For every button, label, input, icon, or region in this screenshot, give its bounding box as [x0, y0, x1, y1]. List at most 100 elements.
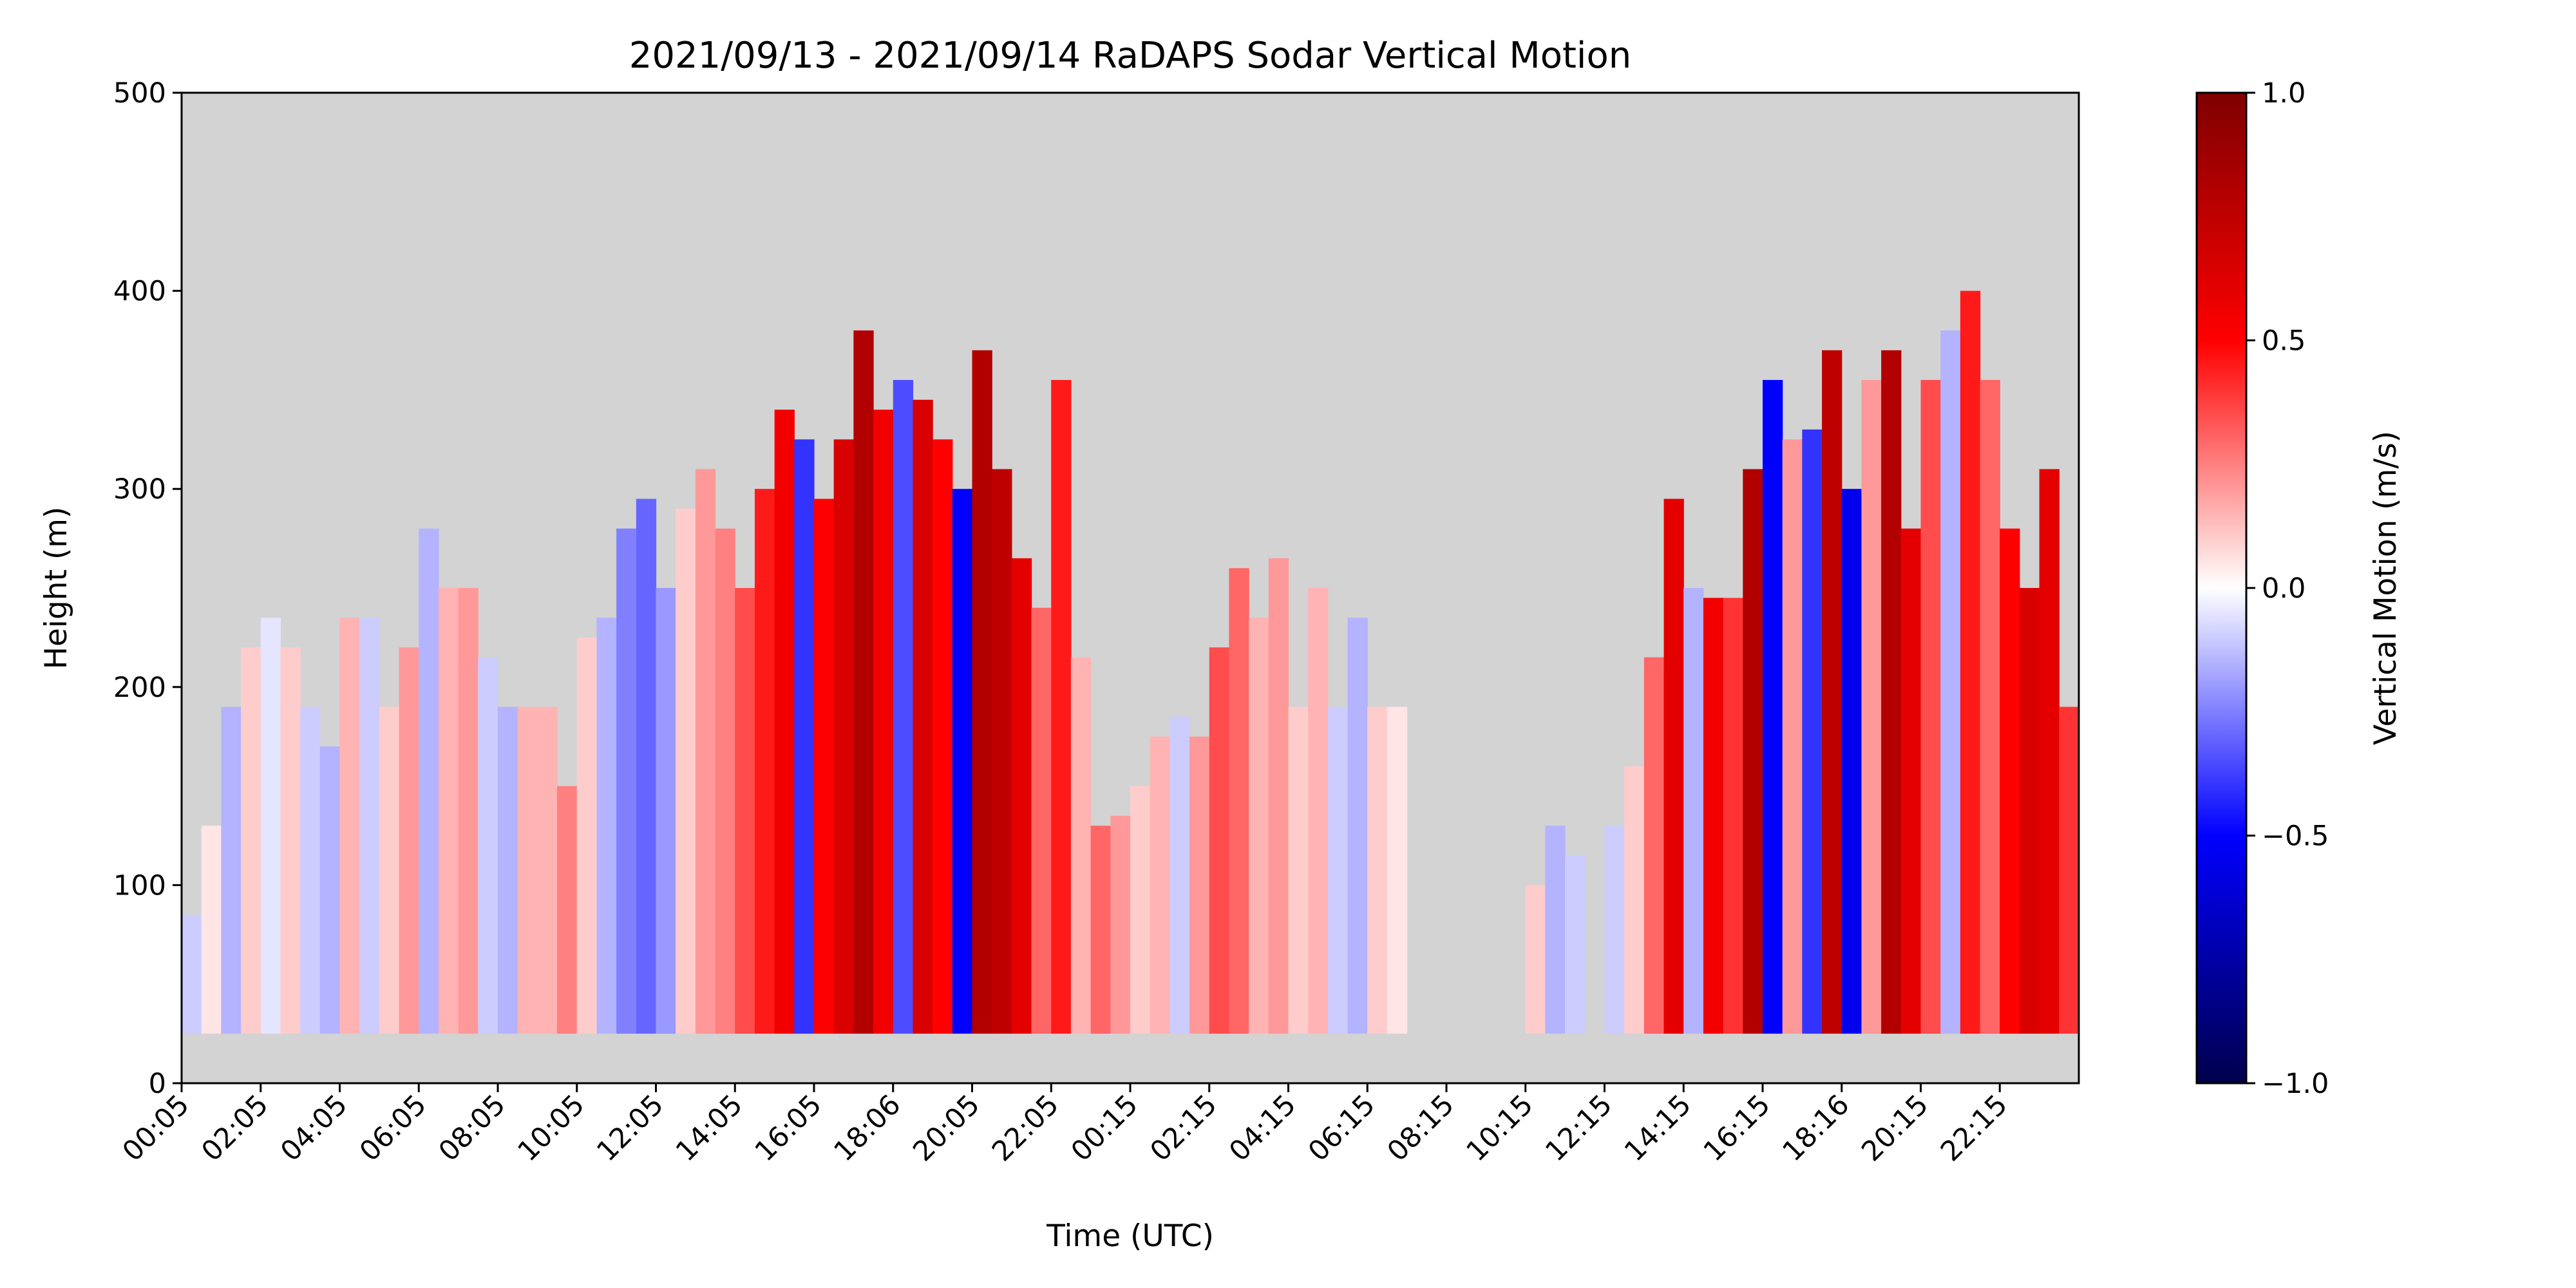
heatmap-cell: [1703, 598, 1724, 1034]
heatmap-cell: [794, 439, 815, 1034]
colorbar-tick-label: −0.5: [2262, 820, 2329, 853]
heatmap-cell: [1940, 330, 1961, 1034]
heatmap-cell: [241, 647, 261, 1034]
heatmap-cell: [754, 489, 775, 1034]
heatmap-cell: [1011, 558, 1032, 1034]
heatmap-cell: [1150, 736, 1170, 1034]
x-tick-label: 22:05: [986, 1088, 1065, 1168]
heatmap-cell: [1525, 885, 1546, 1034]
x-tick-label: 00:15: [1065, 1088, 1144, 1168]
x-tick-label: 00:05: [117, 1088, 196, 1168]
x-tick-label: 06:05: [354, 1088, 433, 1168]
heatmap-cell: [833, 439, 854, 1034]
heatmap-cell: [715, 528, 735, 1034]
heatmap-cell: [814, 498, 835, 1034]
heatmap-cell: [1387, 706, 1408, 1034]
colorbar-tick-label: −1.0: [2262, 1068, 2329, 1100]
heatmap-cell: [913, 399, 933, 1034]
x-tick-label: 04:15: [1223, 1088, 1302, 1168]
heatmap-cell: [1900, 528, 1922, 1034]
y-tick-label: 500: [113, 77, 166, 109]
x-tick-label: 18:16: [1777, 1088, 1856, 1168]
x-tick-label: 20:15: [1855, 1088, 1935, 1168]
colorbar-label: Vertical Motion (m/s): [2368, 431, 2403, 745]
x-tick-label: 22:15: [1935, 1088, 2014, 1168]
x-tick-label: 14:15: [1618, 1088, 1698, 1168]
x-tick-label: 12:15: [1539, 1088, 1618, 1168]
x-tick-label: 10:05: [512, 1088, 591, 1168]
heatmap-cell: [1841, 489, 1862, 1034]
colorbar-ticks: 1.0 0.5 0.0 −0.5 −1.0: [2246, 77, 2329, 1100]
heatmap-cell: [1031, 607, 1052, 1034]
heatmap-cell: [893, 380, 914, 1034]
heatmap-cell: [438, 588, 459, 1034]
y-tick-label: 100: [113, 869, 166, 902]
colorbar-tick-label: 0.0: [2262, 573, 2306, 605]
heatmap-cell: [873, 410, 894, 1034]
colorbar-tick-label: 1.0: [2262, 77, 2306, 109]
heatmap-cell: [1604, 826, 1625, 1034]
heatmap-cell: [616, 528, 637, 1034]
x-tick-label: 06:15: [1302, 1088, 1381, 1168]
heatmap-cell: [1090, 826, 1111, 1034]
heatmap-cell: [498, 706, 518, 1034]
x-tick-label: 08:05: [433, 1088, 512, 1168]
heatmap-cell: [1130, 786, 1151, 1034]
x-axis: 00:05 02:05 04:05 06:05 08:05 10:05 12:05 14:05…: [117, 1083, 2014, 1168]
heatmap-cell: [1545, 826, 1566, 1034]
heatmap-cell: [1070, 657, 1092, 1034]
heatmap-cell: [1782, 439, 1803, 1034]
colorbar: [2195, 91, 2248, 1084]
heatmap-cell: [557, 786, 578, 1034]
x-tick-label: 18:06: [828, 1088, 907, 1168]
heatmap-cell: [1051, 380, 1072, 1034]
heatmap-cell: [1802, 429, 1823, 1034]
heatmap-cell: [1209, 647, 1230, 1034]
y-axis: 0 100 200 300 400 500: [113, 77, 182, 1100]
heatmap-cell: [182, 914, 202, 1034]
x-tick-label: 16:15: [1698, 1088, 1777, 1168]
y-tick-label: 0: [149, 1068, 166, 1100]
heatmap-cell: [952, 489, 973, 1034]
x-tick-label: 10:15: [1461, 1088, 1540, 1168]
heatmap-cell: [1723, 598, 1743, 1034]
x-tick-label: 12:05: [591, 1088, 670, 1168]
heatmap-cell: [1763, 380, 1783, 1034]
heatmap-cell: [1367, 706, 1388, 1034]
heatmap-cell: [1743, 469, 1763, 1034]
heatmap-cell: [656, 588, 676, 1034]
colorbar-tick-label: 0.5: [2262, 325, 2306, 357]
heatmap-cell: [1822, 350, 1842, 1034]
heatmap-cell: [695, 469, 716, 1034]
heatmap-cell: [1920, 380, 1941, 1034]
heatmap-cell: [933, 439, 953, 1034]
heatmap-cell: [596, 618, 617, 1034]
x-tick-label: 16:05: [749, 1088, 828, 1168]
y-axis-label: Height (m): [39, 507, 74, 670]
heatmap-cell: [517, 706, 538, 1034]
heatmap-cell: [2039, 469, 2060, 1034]
x-tick-label: 08:15: [1381, 1088, 1461, 1168]
heatmap-cell: [2000, 528, 2020, 1034]
heatmap-cell: [379, 706, 400, 1034]
heatmap-cell: [1268, 558, 1289, 1034]
heatmap-layer: [182, 290, 2079, 1034]
heatmap-cell: [1980, 380, 2000, 1034]
heatmap-cell: [221, 706, 242, 1034]
heatmap-cell: [419, 528, 439, 1034]
heatmap-cell: [1170, 716, 1190, 1034]
heatmap-cell: [458, 588, 478, 1034]
heatmap-cell: [1861, 380, 1882, 1034]
heatmap-cell: [1327, 706, 1349, 1034]
heatmap-cell: [1960, 290, 1981, 1034]
heatmap-cell: [1229, 568, 1249, 1034]
heatmap-cell: [1643, 657, 1665, 1034]
heatmap-cell: [1663, 498, 1684, 1034]
y-tick-label: 200: [113, 672, 166, 704]
heatmap-cell: [1624, 766, 1645, 1034]
heatmap-cell: [735, 588, 755, 1034]
heatmap-cell: [576, 637, 598, 1034]
heatmap-cell: [319, 746, 341, 1034]
heatmap-cell: [676, 508, 696, 1034]
